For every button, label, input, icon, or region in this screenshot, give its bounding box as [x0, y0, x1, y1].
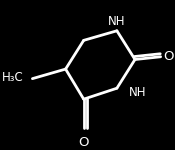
Text: NH: NH	[129, 86, 146, 99]
Text: H₃C: H₃C	[2, 71, 23, 84]
Text: O: O	[164, 50, 174, 63]
Text: NH: NH	[108, 15, 126, 28]
Text: O: O	[78, 136, 89, 149]
